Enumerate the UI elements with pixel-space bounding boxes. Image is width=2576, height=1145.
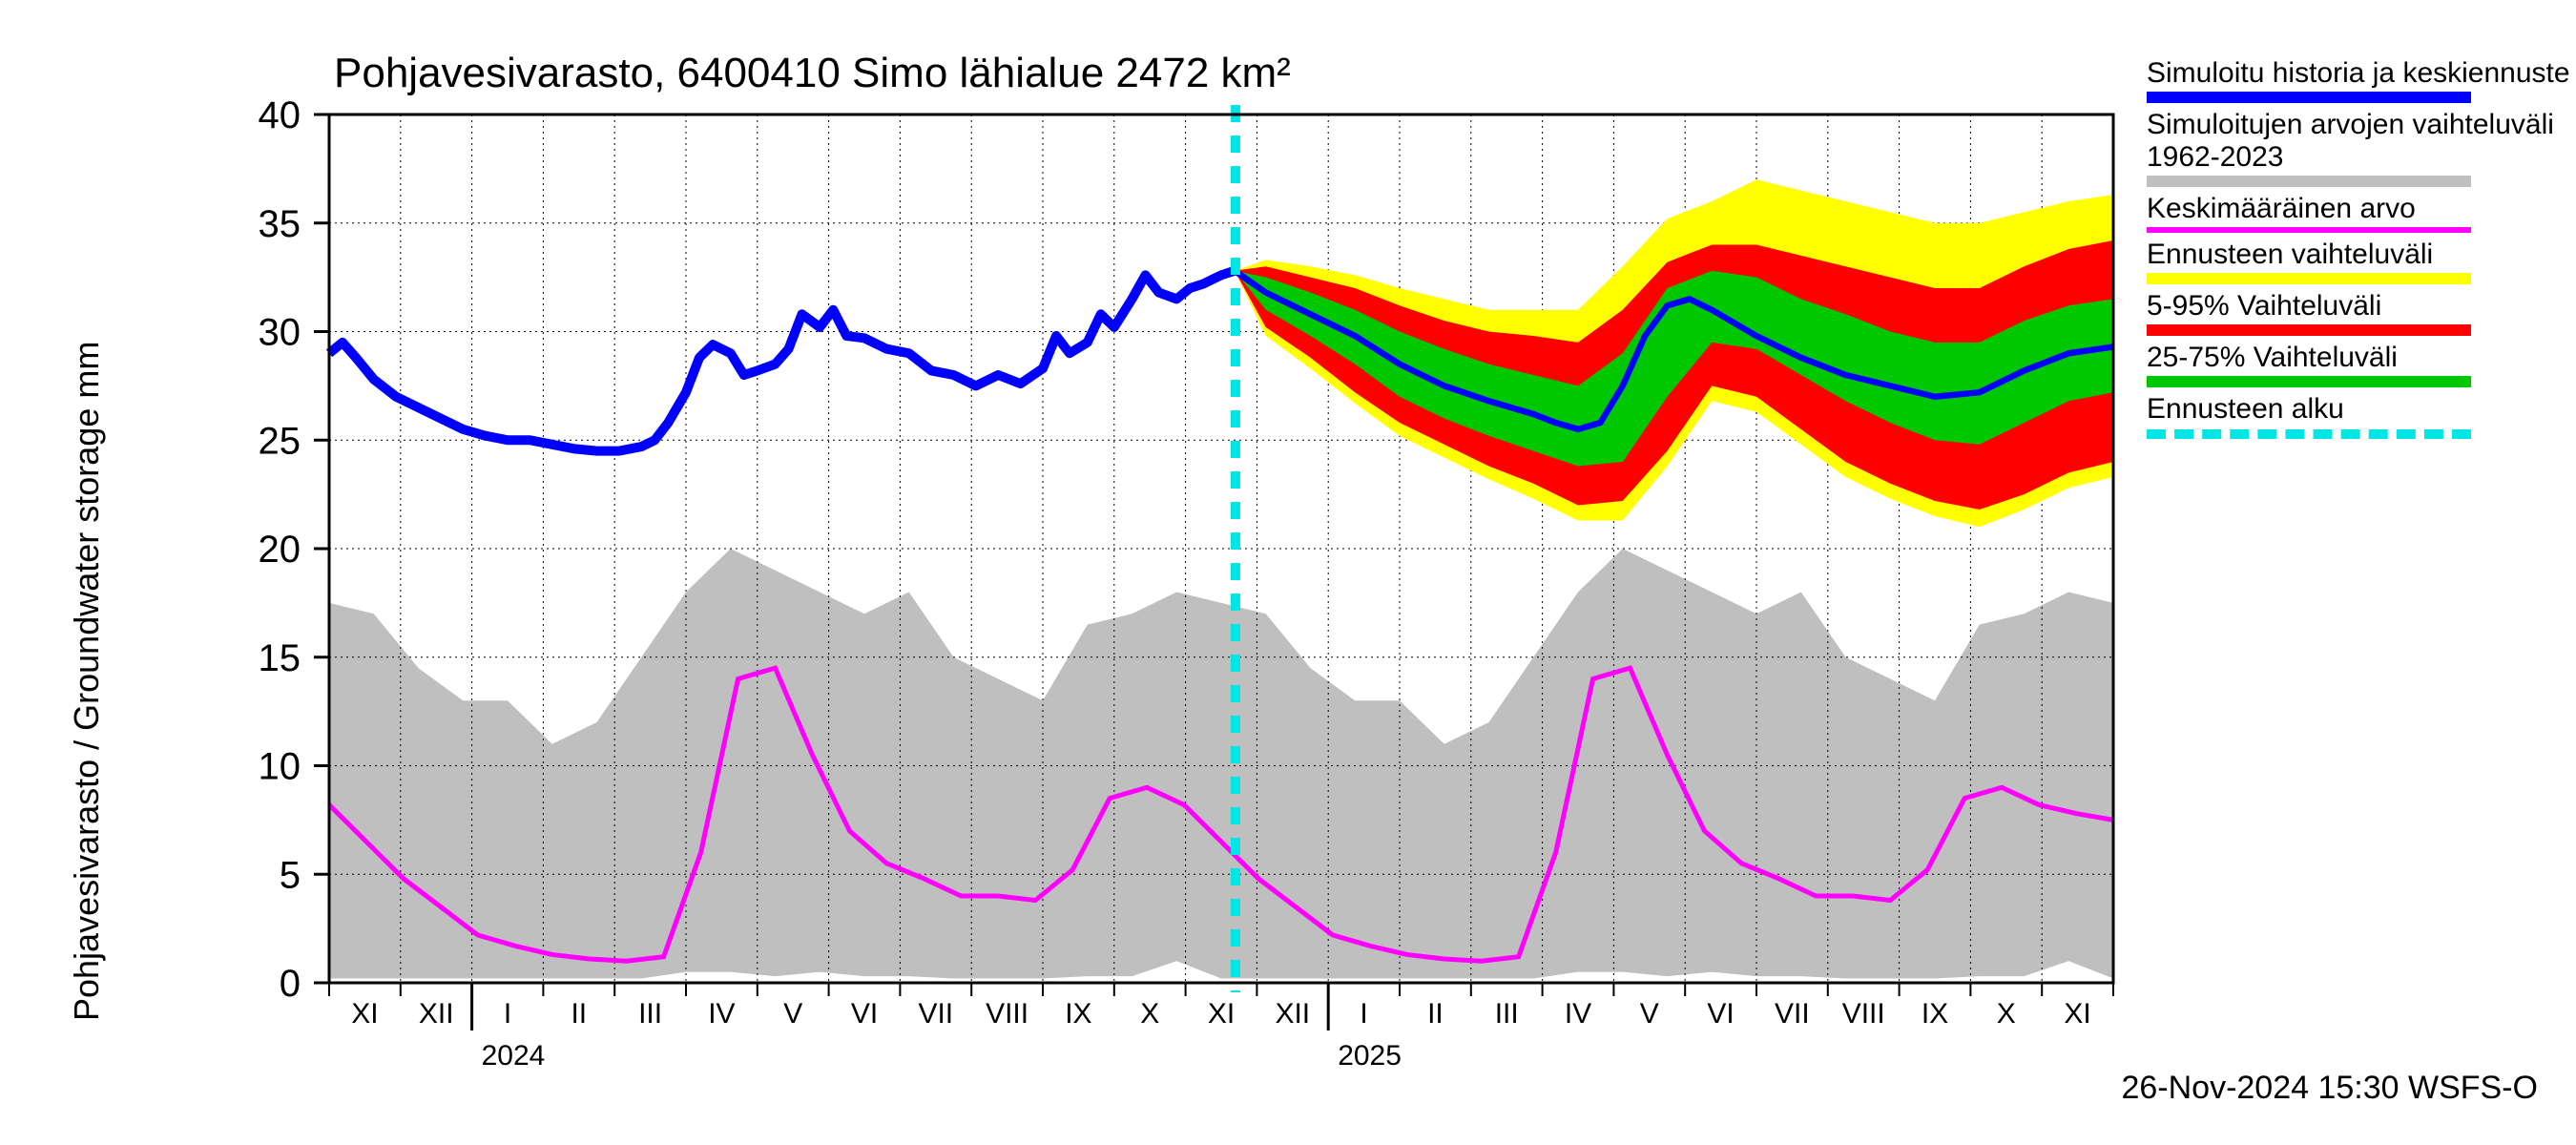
ytick-label: 5 — [280, 854, 301, 896]
legend-item-sim-hist: Simuloitu historia ja keskiennuste — [2147, 57, 2576, 103]
legend-swatch-yellow — [2147, 273, 2471, 284]
xtick-label: IV — [1565, 998, 1591, 1030]
xtick-label: I — [1360, 998, 1367, 1030]
xtick-label: IV — [708, 998, 735, 1030]
year-label: 2025 — [1338, 1040, 1402, 1072]
timestamp-label: 26-Nov-2024 15:30 WSFS-O — [2121, 1070, 2538, 1107]
legend-item-forecast-start: Ennusteen alku — [2147, 393, 2576, 439]
xtick-label: VI — [1707, 998, 1734, 1030]
xtick-label: X — [1140, 998, 1159, 1030]
xtick-label: III — [1495, 998, 1519, 1030]
xtick-label: XI — [351, 998, 378, 1030]
legend: Simuloitu historia ja keskiennuste Simul… — [2147, 57, 2576, 445]
legend-swatch-red — [2147, 324, 2471, 336]
xtick-label: XII — [419, 998, 454, 1030]
xtick-label: VI — [851, 998, 878, 1030]
xtick-label: IX — [1065, 998, 1091, 1030]
legend-item-p25-75: 25-75% Vaihteluväli — [2147, 342, 2576, 387]
legend-label: 25-75% Vaihteluväli — [2147, 342, 2576, 374]
xtick-label: VII — [1775, 998, 1810, 1030]
legend-item-forecast-range: Ennusteen vaihteluväli — [2147, 239, 2576, 284]
xtick-label: I — [504, 998, 511, 1030]
year-label: 2024 — [482, 1040, 546, 1072]
legend-label: Ennusteen alku — [2147, 393, 2576, 426]
xtick-label: XI — [2064, 998, 2090, 1030]
ytick-label: 35 — [259, 203, 301, 245]
legend-swatch-grey — [2147, 176, 2471, 187]
ytick-label: 40 — [259, 94, 301, 136]
legend-item-mean: Keskimääräinen arvo — [2147, 193, 2576, 233]
legend-label: Simuloitu historia ja keskiennuste — [2147, 57, 2576, 90]
legend-swatch-blue — [2147, 92, 2471, 103]
legend-label: Keskimääräinen arvo — [2147, 193, 2576, 225]
legend-swatch-cyan — [2147, 429, 2471, 439]
xtick-label: VIII — [1842, 998, 1885, 1030]
legend-item-p5-95: 5-95% Vaihteluväli — [2147, 290, 2576, 336]
xtick-label: II — [1427, 998, 1444, 1030]
legend-item-sim-range: Simuloitujen arvojen vaihteluväli 1962-2… — [2147, 109, 2576, 187]
xtick-label: II — [571, 998, 587, 1030]
legend-swatch-magenta — [2147, 227, 2471, 233]
figure: Pohjavesivarasto / Groundwater storage m… — [0, 0, 2576, 1145]
xtick-label: XI — [1208, 998, 1235, 1030]
xtick-label: III — [638, 998, 662, 1030]
xtick-label: XII — [1275, 998, 1310, 1030]
legend-label: Simuloitujen arvojen vaihteluväli 1962-2… — [2147, 109, 2576, 174]
legend-label: Ennusteen vaihteluväli — [2147, 239, 2576, 271]
xtick-label: X — [1997, 998, 2016, 1030]
xtick-label: V — [1640, 998, 1659, 1030]
xtick-label: VII — [918, 998, 953, 1030]
legend-label: 5-95% Vaihteluväli — [2147, 290, 2576, 323]
ytick-label: 20 — [259, 529, 301, 571]
xtick-label: IX — [1922, 998, 1948, 1030]
ytick-label: 15 — [259, 637, 301, 679]
xtick-label: V — [783, 998, 802, 1030]
ytick-label: 30 — [259, 312, 301, 354]
ytick-label: 10 — [259, 746, 301, 788]
ytick-label: 0 — [280, 963, 301, 1005]
xtick-label: VIII — [986, 998, 1028, 1030]
legend-swatch-green — [2147, 376, 2471, 387]
ytick-label: 25 — [259, 420, 301, 462]
